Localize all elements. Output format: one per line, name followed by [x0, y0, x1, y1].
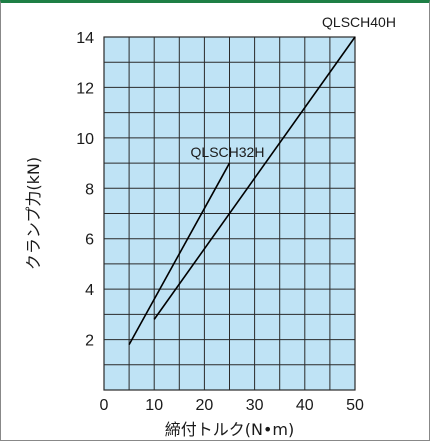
x-tick-label: 10	[145, 397, 163, 414]
x-tick-label: 0	[100, 397, 109, 414]
x-tick-label: 30	[246, 397, 264, 414]
series-label: QLSCH40H	[322, 14, 396, 30]
y-tick-label: 12	[76, 80, 94, 97]
x-tick-label: 50	[346, 397, 364, 414]
series-label: QLSCH32H	[191, 144, 265, 160]
x-axis-title: 締付トルク(N•m)	[165, 420, 294, 439]
x-tick-label: 40	[296, 397, 314, 414]
y-tick-labels: 2 4 6 8 10 12 14	[76, 30, 94, 350]
y-tick-label: 10	[76, 131, 94, 148]
y-tick-label: 4	[85, 282, 94, 299]
y-axis-title: クランプ力(kN)	[24, 157, 43, 270]
y-tick-label: 14	[76, 30, 94, 47]
x-tick-labels: 0 10 20 30 40 50	[100, 397, 364, 414]
series-lines	[128, 36, 356, 346]
series-line-qlsch40h	[153, 36, 356, 320]
y-tick-label: 2	[85, 333, 94, 350]
series-line-qlsch32h	[128, 162, 231, 346]
series-labels: QLSCH32H QLSCH40H	[191, 14, 396, 160]
y-tick-label: 8	[85, 181, 94, 198]
y-tick-label: 6	[85, 232, 94, 249]
x-tick-label: 20	[196, 397, 214, 414]
